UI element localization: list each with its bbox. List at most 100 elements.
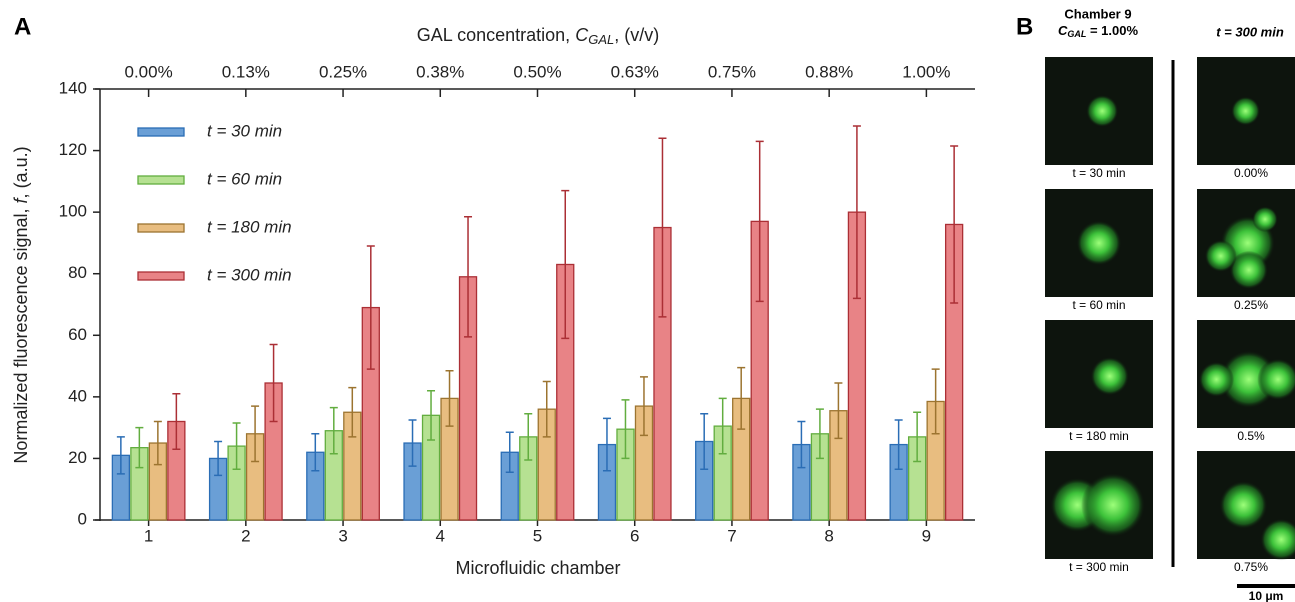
error-bar <box>950 145 959 304</box>
panel-label: B <box>1016 13 1033 40</box>
error-bar <box>408 419 417 467</box>
x-tick-label: 6 <box>630 526 639 545</box>
micrograph-caption: t = 300 min <box>1069 560 1129 574</box>
error-bar <box>718 397 727 455</box>
cell <box>1198 361 1235 397</box>
scale-bar-label: 10 μm <box>1249 589 1284 602</box>
top-tick-label: 0.88% <box>805 62 853 81</box>
error-bar <box>348 386 357 438</box>
top-axis-title-subscript: GAL <box>588 32 614 47</box>
y-tick-label: 120 <box>59 140 87 159</box>
error-bar <box>366 245 375 370</box>
error-bar <box>621 399 630 460</box>
top-axis-title-symbol: C <box>575 25 589 45</box>
error-bar <box>329 406 338 455</box>
error-bar <box>834 382 843 440</box>
error-bar <box>700 413 709 470</box>
error-bar <box>135 426 144 469</box>
cell <box>1231 96 1260 126</box>
y-tick-label: 140 <box>59 78 87 97</box>
error-bar <box>852 125 861 300</box>
error-bar <box>524 413 533 461</box>
legend-swatch <box>137 223 185 233</box>
legend-label: t = 300 min <box>207 265 292 284</box>
top-tick-label: 1.00% <box>902 62 950 81</box>
legend-swatch <box>137 271 185 281</box>
error-bar <box>153 420 162 466</box>
micrograph-caption: 0.5% <box>1237 429 1265 443</box>
top-axis-title: GAL concentration, CGAL, (v/v) <box>417 25 659 48</box>
top-tick-label: 0.75% <box>708 62 756 81</box>
error-bar <box>658 137 667 318</box>
x-tick-label: 4 <box>436 526 445 545</box>
error-bar <box>251 405 260 463</box>
top-tick-label: 0.50% <box>513 62 561 81</box>
x-tick-label: 9 <box>922 526 931 545</box>
y-axis-title-part: Normalized fluorescence signal, <box>11 203 31 463</box>
column-subtitle: CGAL = 1.00% <box>1058 23 1139 39</box>
error-bar <box>427 389 436 441</box>
error-bar <box>797 420 806 469</box>
cell <box>1086 95 1119 127</box>
top-tick-label: 0.63% <box>611 62 659 81</box>
top-tick-label: 0.38% <box>416 62 464 81</box>
top-tick-label: 0.00% <box>125 62 173 81</box>
error-bar <box>815 408 824 460</box>
cell <box>1252 206 1278 233</box>
micrograph-caption: t = 60 min <box>1072 298 1125 312</box>
error-bar <box>913 411 922 463</box>
top-tick-label: 0.13% <box>222 62 270 81</box>
y-tick-label: 40 <box>68 386 87 405</box>
error-bar <box>214 440 223 477</box>
micrograph-caption: 0.25% <box>1234 298 1268 312</box>
error-bar <box>542 380 551 438</box>
x-tick-label: 7 <box>727 526 736 545</box>
cell <box>1081 473 1146 537</box>
error-bar <box>561 189 570 340</box>
subtitle-subscript: GAL <box>1067 29 1086 39</box>
y-axis-title: Normalized fluorescence signal, f, (a.u.… <box>11 146 31 463</box>
column-title: t = 300 min <box>1216 24 1284 39</box>
error-bar <box>505 431 514 474</box>
legend-label: t = 30 min <box>207 121 282 140</box>
x-tick-label: 1 <box>144 526 153 545</box>
error-bar <box>116 436 125 475</box>
cell <box>1204 239 1237 272</box>
top-tick-label: 0.25% <box>319 62 367 81</box>
top-axis-title-part: GAL concentration, <box>417 25 575 45</box>
cell <box>1260 518 1295 561</box>
cell <box>1090 356 1130 396</box>
error-bar <box>755 140 764 303</box>
micrograph-caption: t = 30 min <box>1072 166 1125 180</box>
y-tick-label: 60 <box>68 325 87 344</box>
micrograph-caption: 0.00% <box>1234 166 1268 180</box>
x-axis-title: Microfluidic chamber <box>455 558 620 578</box>
y-axis-title-symbol: f <box>11 196 31 203</box>
error-bar <box>737 366 746 430</box>
y-tick-label: 20 <box>68 448 87 467</box>
error-bar <box>894 419 903 470</box>
error-bar <box>269 343 278 423</box>
error-bar <box>445 369 454 427</box>
panel-label: A <box>14 13 31 40</box>
x-tick-label: 2 <box>241 526 250 545</box>
cell <box>1076 220 1122 266</box>
legend-swatch <box>137 127 185 137</box>
cell <box>1219 481 1268 529</box>
subtitle-part: = 1.00% <box>1086 23 1138 38</box>
micrograph-caption: 0.75% <box>1234 560 1268 574</box>
x-tick-label: 5 <box>533 526 542 545</box>
error-bar <box>639 376 648 437</box>
column-title: Chamber 9 <box>1064 6 1131 21</box>
legend-label: t = 60 min <box>207 169 282 188</box>
error-bar <box>931 368 940 435</box>
legend-swatch <box>137 175 185 185</box>
y-tick-label: 100 <box>59 202 87 221</box>
error-bar <box>464 216 473 338</box>
y-tick-label: 80 <box>68 263 87 282</box>
error-bar <box>172 393 181 450</box>
x-tick-label: 3 <box>338 526 347 545</box>
micrograph-caption: t = 180 min <box>1069 429 1129 443</box>
error-bar <box>311 433 320 472</box>
